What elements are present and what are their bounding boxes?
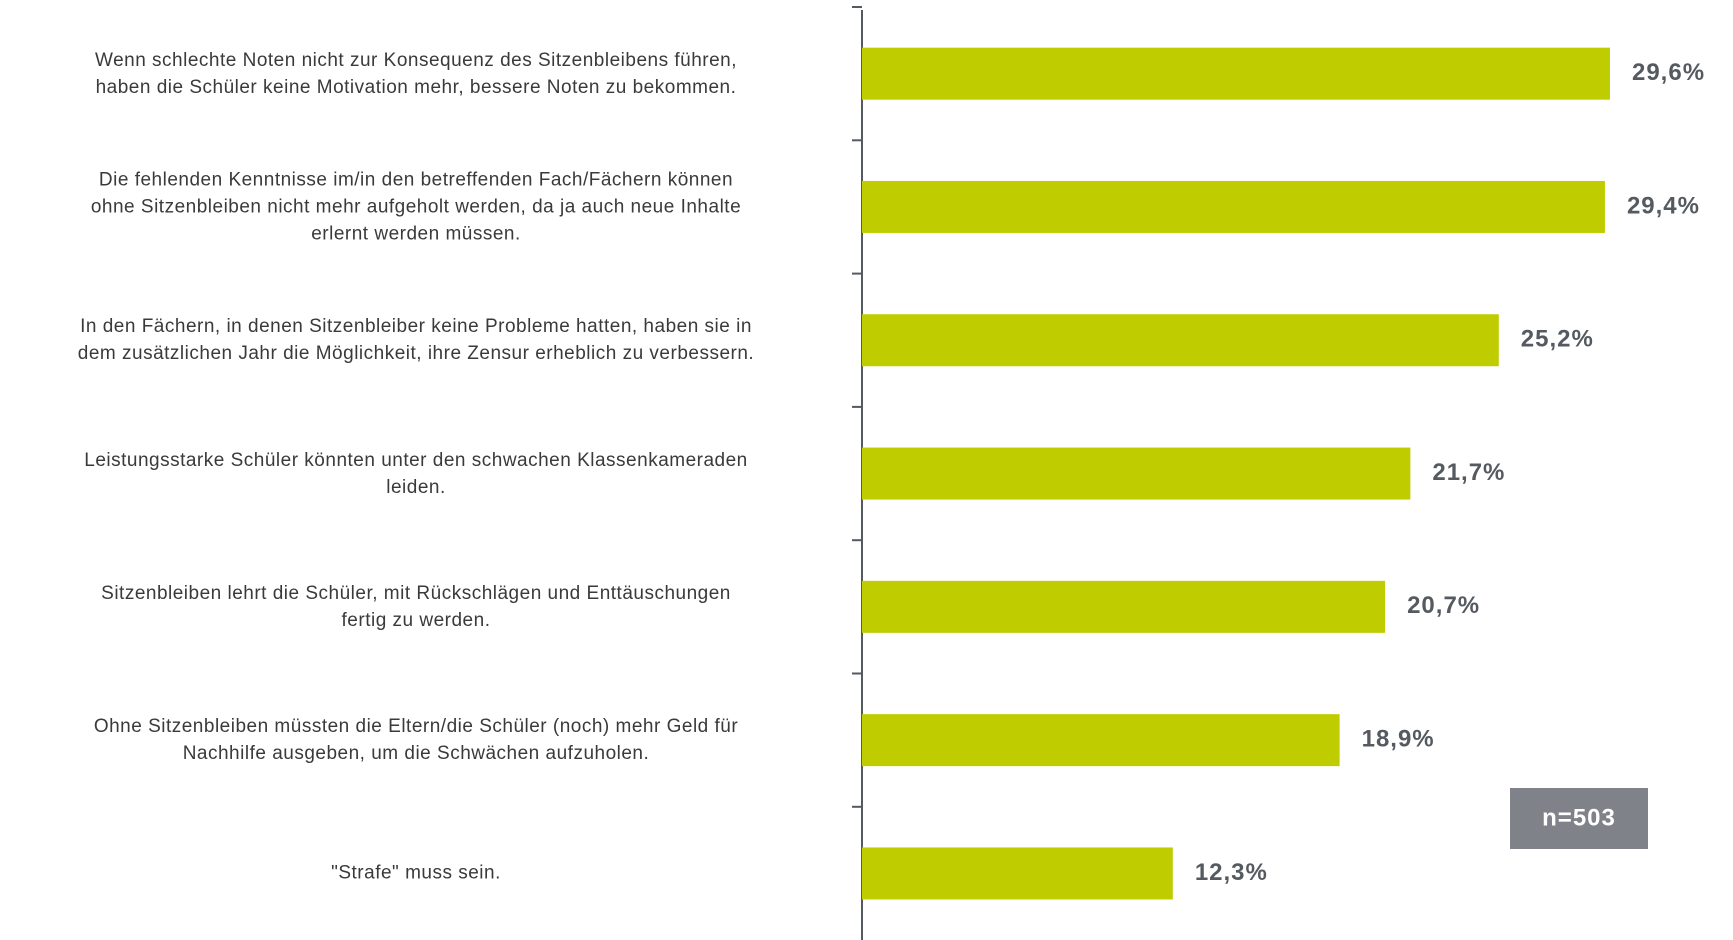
bar bbox=[862, 580, 1386, 633]
value-label: 25,2% bbox=[1521, 326, 1594, 353]
value-label: 12,3% bbox=[1195, 859, 1268, 886]
annotation-box bbox=[1510, 788, 1648, 849]
bar bbox=[862, 314, 1499, 367]
value-label: 20,7% bbox=[1407, 592, 1480, 619]
category-label: Ohne Sitzenbleiben müssten die Eltern/di… bbox=[93, 716, 739, 765]
bar bbox=[862, 180, 1605, 233]
value-label: 29,6% bbox=[1632, 59, 1705, 86]
bar bbox=[862, 847, 1173, 900]
category-label: Sitzenbleiben lehrt die Schüler, mit Rüc… bbox=[101, 582, 731, 631]
bar bbox=[862, 714, 1340, 767]
value-label: 21,7% bbox=[1432, 459, 1505, 486]
category-label: Die fehlenden Kenntnisse im/in den betre… bbox=[90, 169, 742, 245]
value-label: 29,4% bbox=[1627, 192, 1700, 219]
category-label: "Strafe" muss sein. bbox=[331, 862, 501, 884]
value-label: 18,9% bbox=[1362, 725, 1435, 752]
category-label: Wenn schlechte Noten nicht zur Konsequen… bbox=[94, 49, 738, 98]
bar bbox=[862, 447, 1411, 500]
category-label: Leistungsstarke Schüler könnten unter de… bbox=[84, 449, 748, 498]
category-label: In den Fächern, in denen Sitzenbleiber k… bbox=[77, 316, 755, 365]
bar bbox=[862, 47, 1610, 100]
annotation: n=503 bbox=[1542, 804, 1616, 831]
